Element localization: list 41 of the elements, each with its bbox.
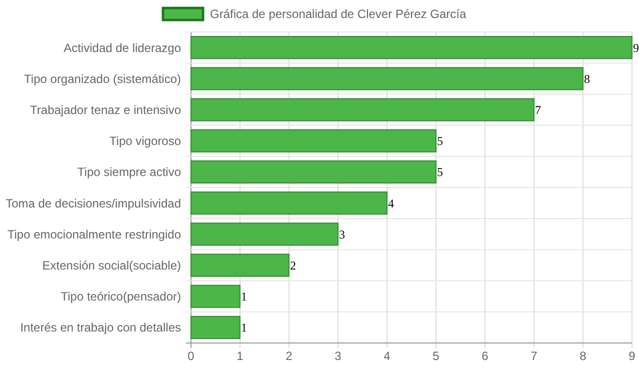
y-tick-label: Tipo teórico(pensador): [60, 290, 182, 304]
data-label: 2: [290, 258, 296, 272]
data-label: 7: [535, 102, 541, 117]
x-tick-label: 8: [580, 349, 587, 363]
bar: [190, 160, 436, 184]
x-tick-label: 6: [482, 349, 489, 363]
x-tick-label: 1: [236, 349, 244, 363]
y-tick-label: Tipo siempre activo: [77, 165, 182, 180]
bar: [190, 98, 534, 122]
x-tick-label: 5: [432, 349, 440, 363]
x-tick-label: 3: [334, 349, 342, 363]
data-label: 1: [241, 320, 247, 335]
y-tick-label: Tipo organizado (sistemático): [24, 72, 181, 86]
bar: [190, 254, 290, 277]
bar: [190, 284, 240, 308]
data-label: 5: [437, 165, 443, 180]
data-label: 9: [633, 40, 639, 55]
x-tick-label: 9: [628, 349, 636, 363]
x-tick-label: 2: [286, 349, 293, 363]
x-tick-label: 7: [530, 349, 538, 363]
data-label: 3: [339, 227, 345, 242]
bar: [190, 192, 388, 215]
y-tick-label: Toma de decisiones/impulsividad: [6, 196, 181, 210]
data-label: 4: [388, 196, 394, 210]
bar: [190, 36, 632, 60]
y-tick-label: Trabajador tenaz e intensivo: [30, 102, 182, 117]
x-tick-label: 0: [188, 349, 195, 363]
y-tick-label: Tipo emocionalmente restringido: [7, 227, 182, 242]
bar: [190, 67, 584, 90]
data-label: 1: [241, 290, 247, 304]
data-label: 8: [584, 72, 590, 86]
y-tick-label: Extensión social(sociable): [42, 258, 181, 272]
y-tick-label: Actividad de liderazgo: [64, 40, 182, 55]
bar: [190, 129, 436, 152]
bar: [190, 316, 240, 339]
data-label: 5: [437, 134, 443, 148]
bar: [190, 222, 338, 246]
y-tick-label: Interés en trabajo con detalles: [20, 320, 181, 335]
legend-label: Gráfica de personalidad de Clever Pérez García: [210, 7, 466, 22]
x-tick-label: 4: [384, 349, 391, 363]
y-tick-label: Tipo vigoroso: [109, 134, 182, 148]
